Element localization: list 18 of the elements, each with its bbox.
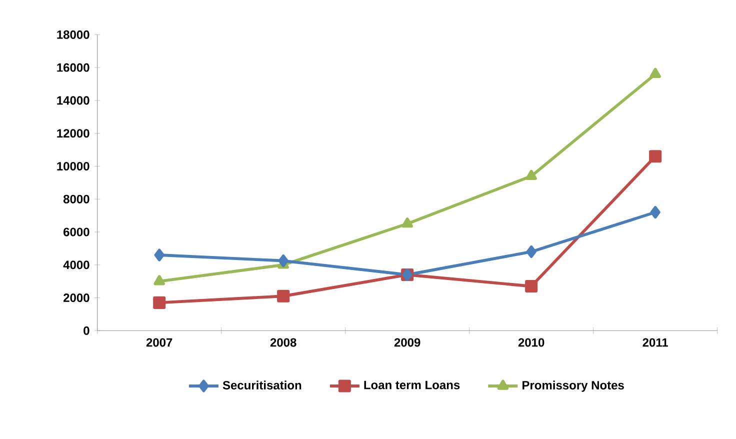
x-tick-label: 2008 [270,338,296,347]
x-tick-label: 2011 [642,338,668,347]
y-tick-label: 8000 [63,195,90,204]
y-tick-label: 18000 [57,30,90,40]
y-tick-label: 12000 [57,129,90,138]
y-tick-label: 0 [84,326,90,336]
y-tick-label: 2000 [64,294,90,302]
y-tick-label: 10000 [57,162,90,171]
legend-label: Securitisation [222,380,302,390]
x-tick-label: 2007 [146,338,172,347]
legend-label: Promissory Notes [522,380,624,392]
x-tick-label: 2009 [394,338,420,347]
legend-label: Loan term Loans [364,381,460,390]
y-tick-label: 16000 [57,63,90,72]
y-tick-label: 6000 [64,228,90,236]
y-tick-label: 4000 [63,260,90,270]
y-tick-label: 14000 [57,96,90,105]
x-tick-label: 2010 [518,338,544,347]
